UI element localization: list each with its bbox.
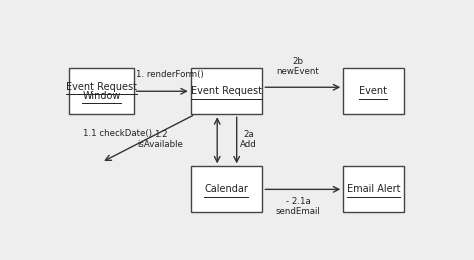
Text: Email Alert: Email Alert [346,184,400,194]
Bar [191,166,262,212]
Text: Calendar: Calendar [204,184,248,194]
Text: Event Request: Event Request [191,86,262,96]
Text: 1.2
isAvailable: 1.2 isAvailable [137,130,183,150]
Bar [69,68,134,114]
Text: 1.1 checkDate(): 1.1 checkDate() [83,129,152,138]
Text: 2a
Add: 2a Add [240,130,257,150]
Text: Event Request: Event Request [66,82,137,92]
Bar [343,166,404,212]
Bar [191,68,262,114]
Text: - 2.1a
sendEmail: - 2.1a sendEmail [276,197,321,216]
Bar [343,68,404,114]
Text: 1. renderForm(): 1. renderForm() [137,70,204,79]
Text: Window: Window [82,91,121,101]
Text: 2b
newEvent: 2b newEvent [276,57,319,76]
Text: Event: Event [359,86,387,96]
